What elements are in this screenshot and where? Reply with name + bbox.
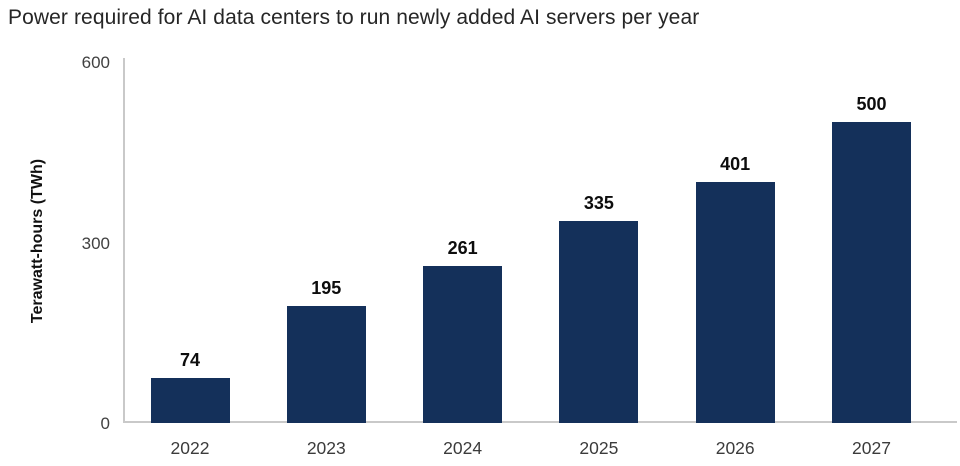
bar-2023: [286, 305, 366, 423]
bar-2022: [150, 378, 230, 423]
y-axis-line: [123, 58, 125, 423]
y-tick-label: 0: [100, 414, 110, 433]
bar-value-label: 335: [583, 193, 614, 214]
bar-2024: [423, 265, 503, 423]
x-category-label: 2026: [715, 438, 755, 458]
x-category-label: 2024: [443, 438, 483, 458]
bar-value-label: 500: [856, 94, 887, 115]
y-tick-label: 600: [81, 53, 110, 72]
y-tick-label: 300: [81, 233, 110, 253]
x-category-label: 2022: [170, 438, 210, 458]
bar-2026: [695, 181, 775, 423]
bar-value-label: 195: [311, 277, 342, 298]
y-axis-title: Terawatt-hours (TWh): [29, 158, 46, 324]
bar-2025: [559, 221, 639, 423]
x-axis-line: [123, 421, 957, 423]
chart-title: Power required for AI data centers to ru…: [8, 6, 700, 29]
bar-value-label: 261: [447, 237, 478, 258]
bar-value-label: 401: [720, 153, 751, 174]
x-category-label: 2027: [852, 438, 891, 458]
x-category-label: 2023: [306, 438, 346, 458]
x-category-label: 2025: [579, 438, 619, 458]
bar-2027: [832, 122, 911, 423]
bar-value-label: 74: [179, 350, 201, 371]
